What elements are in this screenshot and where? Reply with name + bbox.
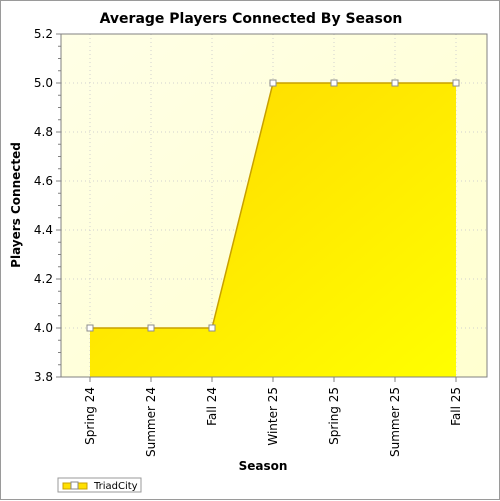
x-tick-label: Fall 25: [449, 387, 463, 426]
legend-marker: [70, 481, 79, 490]
y-tick-label: 4.0: [34, 321, 53, 335]
y-tick-label: 5.2: [34, 27, 53, 41]
data-point: [452, 79, 460, 87]
data-point: [330, 79, 338, 87]
x-tick-label: Fall 24: [205, 387, 219, 426]
y-tick-label: 4.8: [34, 125, 53, 139]
data-point: [147, 324, 155, 332]
data-point: [86, 324, 94, 332]
legend-label: TriadCity: [93, 481, 138, 492]
data-point: [391, 79, 399, 87]
tick-labels: 3.8 4.0 4.2 4.4 4.6 4.8 5.0 5.2 Spring 24 Summer …: [34, 27, 463, 457]
y-axis-label: Players Connected: [9, 142, 23, 268]
area-fill: [90, 83, 456, 377]
x-tick-label: Spring 25: [327, 387, 341, 445]
y-tick-label: 4.4: [34, 223, 53, 237]
series-area: [86, 79, 460, 377]
chart-title: Average Players Connected By Season: [100, 11, 403, 27]
x-axis-label: Season: [239, 459, 288, 473]
legend: TriadCity: [57, 477, 142, 493]
x-tick-label: Summer 24: [144, 387, 158, 457]
y-tick-label: 5.0: [34, 76, 53, 90]
y-tick-label: 3.8: [34, 370, 53, 384]
x-tick-label: Spring 24: [83, 387, 97, 445]
y-tick-label: 4.2: [34, 272, 53, 286]
data-point: [208, 324, 216, 332]
x-tick-label: Winter 25: [266, 387, 280, 446]
data-point: [269, 79, 277, 87]
axes: [56, 33, 488, 382]
x-tick-label: Summer 25: [388, 387, 402, 457]
y-tick-label: 4.6: [34, 174, 53, 188]
